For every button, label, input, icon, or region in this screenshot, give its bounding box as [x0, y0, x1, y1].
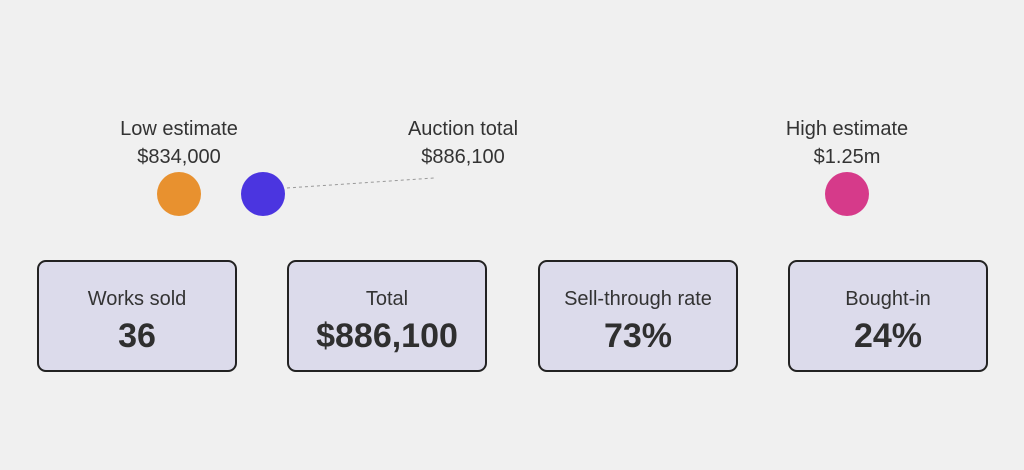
stat-value: 73%: [603, 317, 673, 355]
stat-value: 36: [118, 317, 156, 355]
marker-label-low: Low estimate: [120, 118, 238, 140]
marker-label-high: High estimate: [786, 118, 908, 140]
marker-high: [825, 172, 869, 216]
marker-value-total: $886,100: [421, 146, 504, 168]
auction-total-leader-line: [286, 177, 435, 189]
marker-value-high: $1.25m: [814, 146, 881, 168]
marker-value-low: $834,000: [137, 146, 220, 168]
stat-card-works-sold: Works sold 36: [37, 260, 237, 372]
stat-title: Total: [365, 288, 409, 310]
estimate-range-chart: Low estimate $834,000 Auction total $886,10…: [120, 118, 908, 216]
marker-total: [241, 172, 285, 216]
stat-value: $886,100: [316, 317, 458, 355]
stat-card-total: Total $886,100: [287, 260, 487, 372]
stat-value: 24%: [853, 317, 923, 355]
stat-title: Works sold: [87, 288, 187, 310]
stat-card-bought-in: Bought-in 24%: [788, 260, 988, 372]
marker-label-total: Auction total: [408, 118, 518, 140]
marker-low: [157, 172, 201, 216]
stat-card-sell-through-rate: Sell-through rate 73%: [538, 260, 738, 372]
stat-title: Bought-in: [845, 288, 931, 310]
stats-row: Works sold 36 Total $886,100 Sell-throug…: [37, 260, 989, 374]
stat-title: Sell-through rate: [564, 288, 712, 310]
